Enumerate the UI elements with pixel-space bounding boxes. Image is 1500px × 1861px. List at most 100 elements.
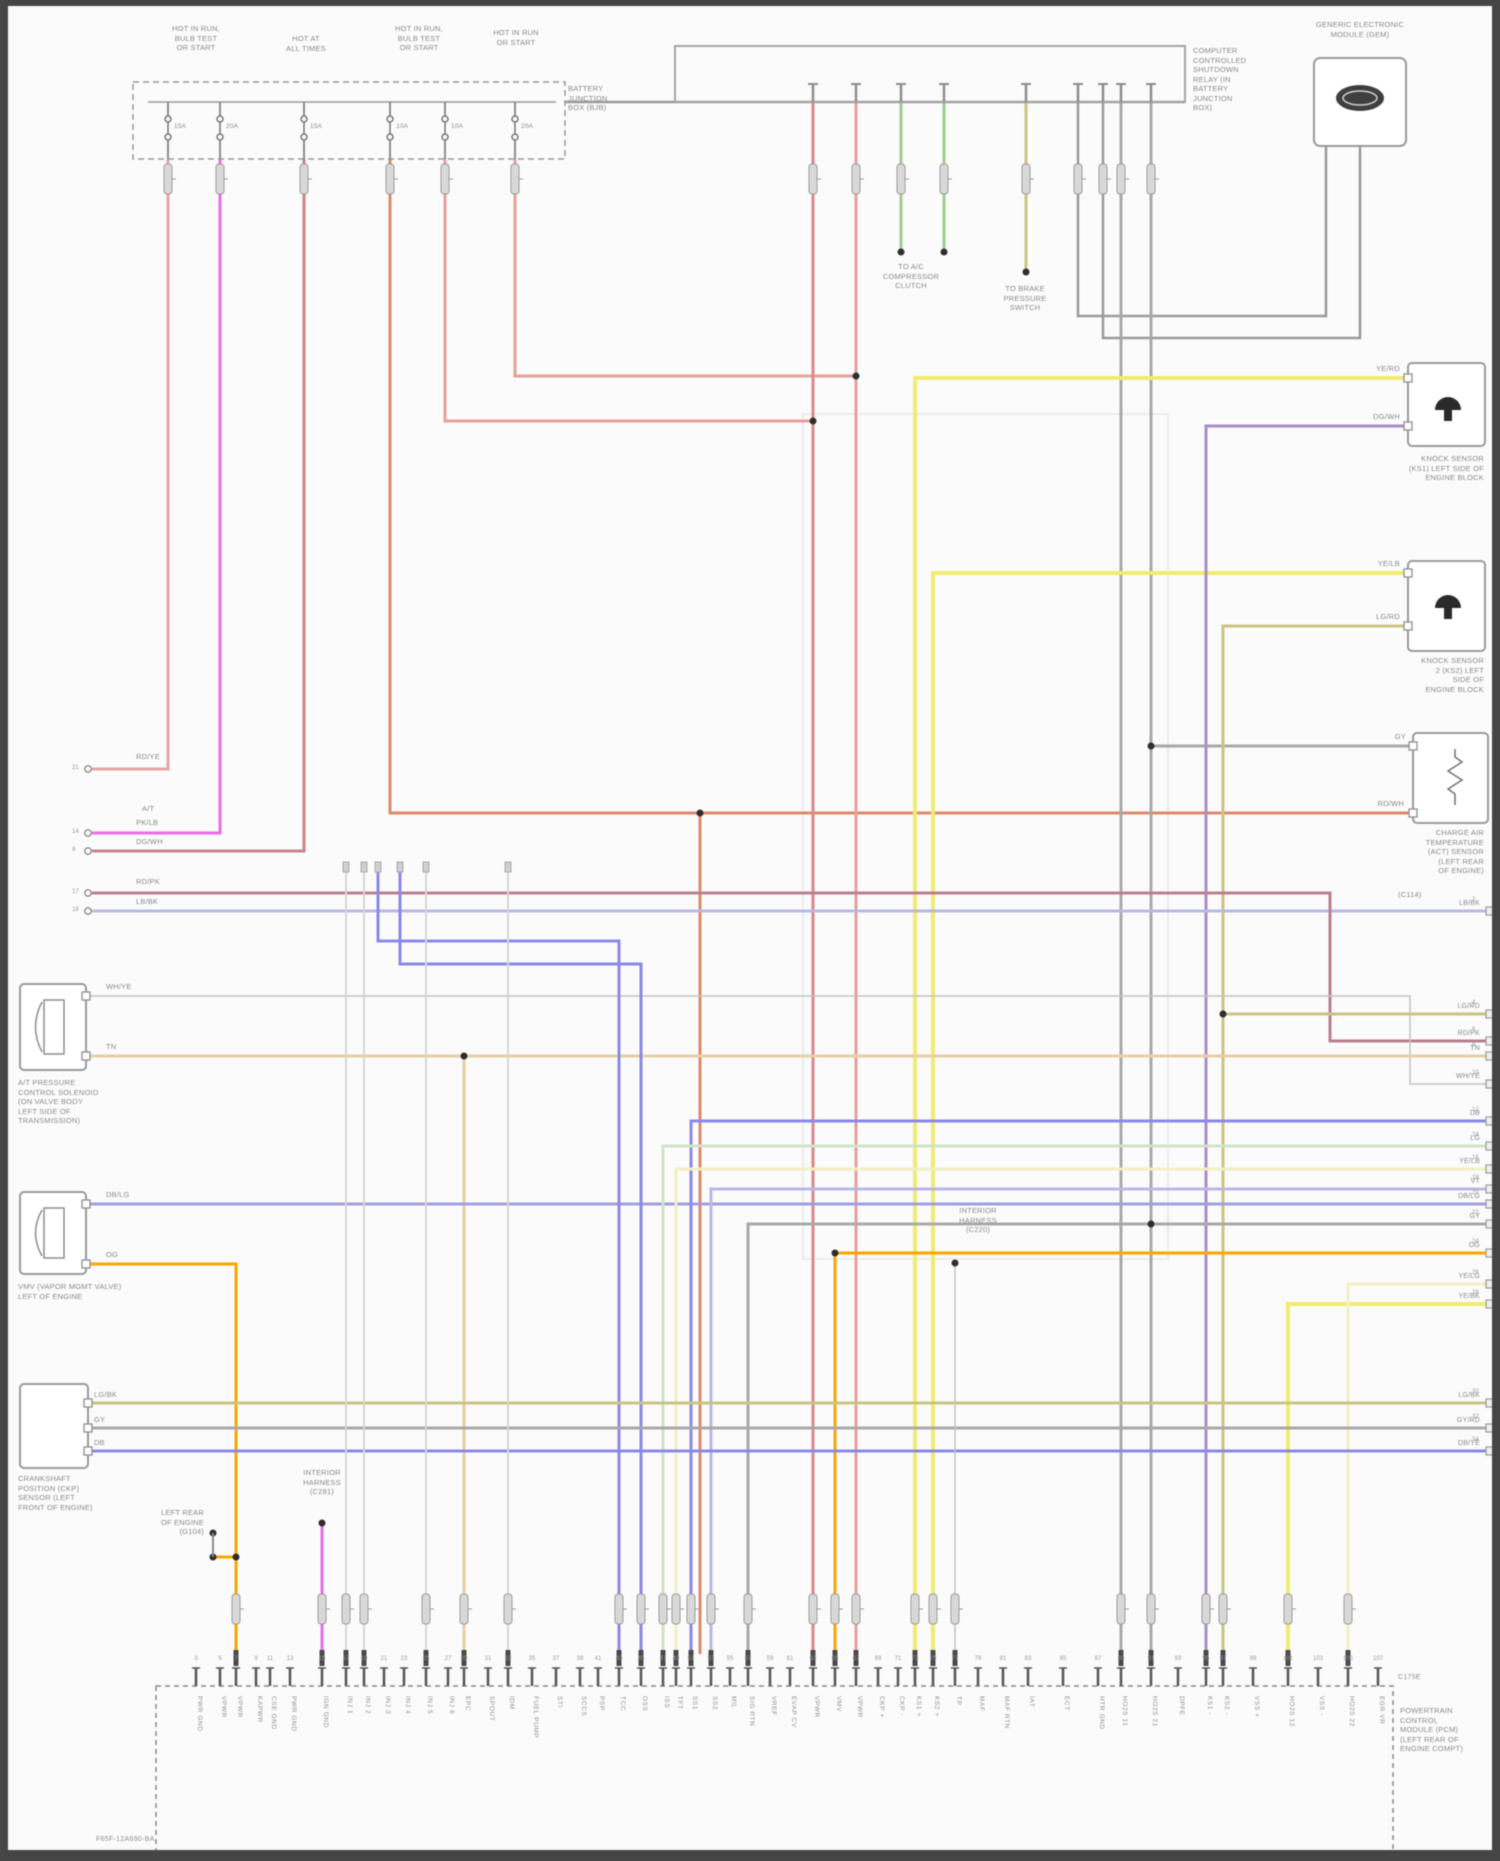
inline-connector — [1201, 1593, 1211, 1625]
junction-dot — [809, 417, 817, 425]
right-row-wire-label: RD/PK — [1457, 1030, 1480, 1037]
wire-end-cap — [423, 1650, 429, 1666]
pcm-pin-number: 89 — [1117, 1656, 1125, 1662]
left-pin — [84, 765, 92, 773]
label-block-19: LG/RD — [1376, 612, 1400, 621]
left-pin — [84, 847, 92, 855]
pcm-pin-label: EVAP CV — [790, 1696, 797, 1728]
left-pin-number: 14 — [72, 829, 79, 835]
right-row-wire-label: YE/LG — [1458, 1273, 1480, 1280]
inline-connector — [808, 163, 818, 195]
right-edge-pin — [1485, 1299, 1492, 1309]
right-pin-number: 32 — [1472, 1414, 1479, 1420]
label-block-9: RD/YE — [136, 752, 160, 761]
left-pin-number: 17 — [72, 889, 79, 895]
label-block-12: DG/WH — [136, 837, 163, 846]
inline-connector — [910, 1593, 920, 1625]
label-block-32: LG/BK — [94, 1390, 118, 1399]
wire-end-cap — [832, 1650, 838, 1666]
inline-connector — [163, 163, 173, 195]
inline-connector — [950, 1593, 960, 1625]
label-block-16: DG/WH — [1373, 412, 1400, 421]
wire-end-cap — [1203, 1650, 1209, 1666]
ckp-sensor-pin — [83, 1423, 93, 1433]
pcm-pin-label: CKP - — [898, 1696, 905, 1717]
junction-dot — [831, 1249, 839, 1257]
inline-connector — [830, 1593, 840, 1625]
pcm-pin-number: 55 — [726, 1656, 734, 1662]
pcm-pin-number: 69 — [874, 1656, 882, 1662]
fuse-amp-label: 15A — [174, 123, 187, 130]
inline-connector — [231, 1593, 241, 1625]
right-row-wire-label: YE/LB — [1459, 1158, 1480, 1165]
inline-connector — [851, 163, 861, 195]
pcm-pin-label: KS2 + — [933, 1696, 940, 1717]
right-row-wire-label: DB/LG — [1457, 1193, 1480, 1200]
pcm-pin-label: HTR GND — [1098, 1696, 1105, 1730]
wire-end-cap — [673, 1650, 679, 1666]
label-block-18: YE/LB — [1377, 559, 1400, 568]
pcm-pin-number: 41 — [594, 1656, 602, 1662]
pcm-pin-number: 43 — [615, 1656, 623, 1662]
label-block-31: CRANKSHAFT POSITION (CKP) SENSOR (LEFT F… — [18, 1474, 93, 1512]
pcm-pin-label: INJ 5 — [426, 1696, 433, 1715]
pcm-pin-label: PWR GND — [196, 1696, 203, 1732]
wire-end-cap — [1118, 1650, 1124, 1666]
pcm-pin-number: 101 — [1282, 1656, 1293, 1662]
fuse-terminal — [511, 133, 519, 141]
inline-connector — [341, 1593, 351, 1625]
pcm-pin-label: INJ 3 — [384, 1696, 391, 1715]
inline-connector — [510, 163, 520, 195]
label-block-5: COMPUTER CONTROLLED SHUTDOWN RELAY (IN B… — [1193, 46, 1247, 112]
pcm-pin-label: CKP + — [878, 1696, 885, 1718]
act-sensor-pin — [1408, 808, 1418, 818]
brand-oval-inner — [1342, 90, 1378, 106]
label-block-22: RD/WH — [1377, 799, 1404, 808]
ckp-sensor-box — [19, 1383, 89, 1469]
wire-ks2-plus — [931, 571, 1408, 1654]
right-edge-pin — [1485, 1184, 1492, 1194]
label-block-24: (C114) — [1398, 890, 1422, 899]
left-pin — [84, 829, 92, 837]
fuse-terminal — [164, 133, 172, 141]
junction-dot — [1219, 1010, 1227, 1018]
wire-cap — [504, 861, 512, 873]
junction-dot — [897, 248, 905, 256]
right-row-wire-label: DB — [1469, 1110, 1480, 1117]
pcm-pin-number: 51 — [687, 1656, 695, 1662]
junction-dot — [1022, 268, 1030, 276]
wire-stair-blue — [689, 1119, 1492, 1654]
wire-end-cap — [319, 1650, 325, 1666]
vmv-valve-box — [19, 1191, 87, 1275]
epc-solenoid-pin — [81, 991, 91, 1001]
wire-end-cap — [1285, 1650, 1291, 1666]
pcm-pin-label: CSE GND — [270, 1696, 277, 1730]
label-block-13: RD/PK — [136, 877, 160, 886]
knock-sensor-2-pin — [1403, 621, 1413, 631]
pcm-pin-number: 99 — [1249, 1656, 1257, 1662]
act-sensor-resistor-icon — [1446, 749, 1464, 805]
inline-connector — [614, 1593, 624, 1625]
wire-fuse3-feed — [92, 159, 306, 853]
inline-connector — [1218, 1593, 1228, 1625]
label-block-6: GENERIC ELECTRONIC MODULE (GEM) — [1315, 20, 1405, 39]
wire-module-loop-a — [1076, 102, 1328, 318]
left-pin-number: 18 — [72, 907, 79, 913]
pcm-pin-label: TCC — [619, 1696, 626, 1712]
inline-connector — [1146, 163, 1156, 195]
wire-end-cap — [233, 1650, 239, 1666]
pcm-pin-label: VMV — [835, 1696, 842, 1712]
wire-end-cap — [912, 1650, 918, 1666]
wire-cap — [360, 861, 368, 873]
wire-end-cap — [660, 1650, 666, 1666]
label-block-4: BATTERY JUNCTION BOX (BJB) — [568, 84, 608, 112]
pcm-pin-number: 13 — [286, 1656, 294, 1662]
pcm-pin-label: EGR VR — [1378, 1696, 1385, 1725]
wire-end-cap — [1345, 1650, 1351, 1666]
inline-connector — [743, 1593, 753, 1625]
wiring-diagram-page: 15A 20A 15A 10A 10A 20A 21 14 9 17 18 LB/BK 2 LG/RD 4 R… — [8, 6, 1492, 1850]
pcm-pin-label: VSS - — [1318, 1696, 1325, 1716]
inline-connector — [1116, 163, 1126, 195]
label-block-7: TO A/C COMPRESSOR CLUTCH — [882, 262, 940, 290]
label-block-26: WH/YE — [106, 982, 132, 991]
